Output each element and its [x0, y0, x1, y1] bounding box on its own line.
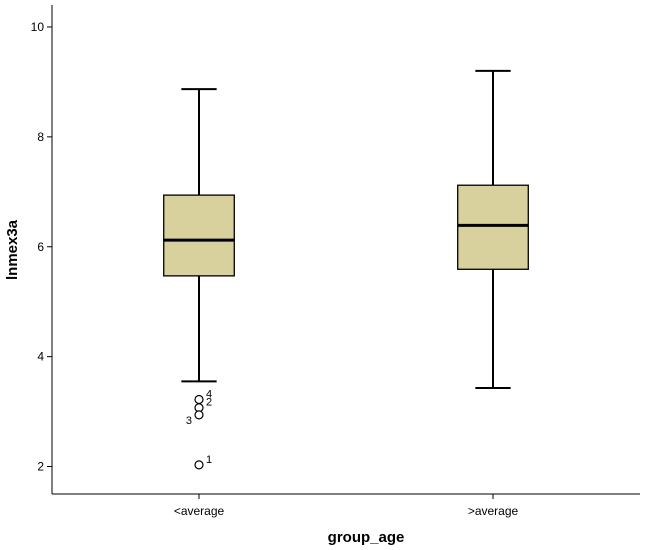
outlier-point	[194, 394, 204, 405]
y-tick-label: 10	[31, 20, 45, 34]
x-tick-label: >average	[468, 504, 519, 518]
outlier-point	[194, 460, 204, 470]
y-tick-label: 4	[37, 350, 44, 364]
box-group	[457, 69, 529, 389]
outlier-label: 4	[206, 388, 212, 400]
x-axis: <average >average	[52, 493, 640, 518]
box	[457, 184, 529, 270]
plot-area: 42 3 1	[163, 69, 529, 470]
y-tick-label: 8	[37, 130, 44, 144]
x-axis-title: group_age	[328, 529, 405, 546]
y-axis-title: lnmex3a	[4, 219, 21, 280]
x-tick-label: <average	[174, 504, 225, 518]
box-group: 42 3 1	[163, 88, 235, 470]
y-tick-label: 6	[37, 240, 44, 254]
box	[163, 194, 235, 277]
y-axis: 2 4 6 8 10	[31, 5, 53, 494]
outlier-label: 1	[206, 454, 212, 466]
outlier-label: 2	[206, 397, 212, 409]
outlier-label: 3	[186, 415, 192, 427]
y-tick-label: 2	[37, 460, 44, 474]
outlier-point	[194, 410, 204, 420]
